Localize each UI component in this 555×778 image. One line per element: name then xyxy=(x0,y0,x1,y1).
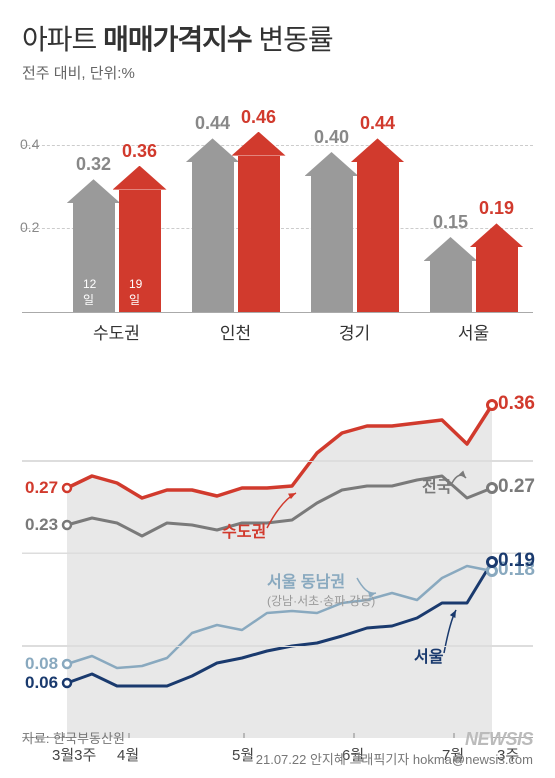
bar-value: 0.46 xyxy=(241,107,276,128)
line-start-label: 0.23 xyxy=(25,515,58,535)
line-start-label: 0.08 xyxy=(25,654,58,674)
bar-group: 0.440.46 xyxy=(192,103,280,312)
line-end-label: 0.19 xyxy=(498,550,535,572)
bar-axis-label: 0.4 xyxy=(20,136,39,152)
bar-chart: 0.20.40.3212일0.3619일0.440.460.400.440.15… xyxy=(22,103,533,313)
bar-xlabel: 경기 xyxy=(310,319,400,344)
bar-legend: 19일 xyxy=(129,277,150,308)
credit-line: 21.07.22 안지혜 그래픽기자 hokma@newsis.com xyxy=(22,749,533,768)
bar-value: 0.40 xyxy=(314,127,349,148)
line-start-label: 0.27 xyxy=(25,478,58,498)
line-end-label: 0.36 xyxy=(498,393,535,415)
bar-x-labels: 수도권 인천 경기 서울 xyxy=(57,319,533,344)
bar-xlabel: 수도권 xyxy=(72,319,162,344)
bar-value: 0.44 xyxy=(360,113,395,134)
bar-red: 0.44 xyxy=(357,162,399,312)
bar-xlabel: 서울 xyxy=(429,319,519,344)
newsis-logo: NEWSIS xyxy=(465,729,533,750)
line-series-label: 서울 xyxy=(414,643,443,667)
line-series-label: 전국 xyxy=(422,473,451,497)
bar-legend: 12일 xyxy=(83,277,104,308)
bar-red: 0.46 xyxy=(238,156,280,312)
line-chart: 0.270.36수도권0.230.27전국0.080.18서울 동남권(강남·서… xyxy=(22,368,533,738)
bar-value: 0.36 xyxy=(122,141,157,162)
bar-value: 0.32 xyxy=(76,154,111,175)
bar-gray: 0.44 xyxy=(192,162,234,312)
bar-gray: 0.40 xyxy=(311,176,353,312)
line-series-label: 수도권 xyxy=(222,518,266,542)
bar-value: 0.15 xyxy=(433,212,468,233)
line-axis-line xyxy=(22,461,533,462)
line-start-label: 0.06 xyxy=(25,673,58,693)
bar-red: 0.3619일 xyxy=(119,190,161,312)
line-axis-line xyxy=(22,646,533,647)
bar-group: 0.3212일0.3619일 xyxy=(73,103,161,312)
line-series-label: 서울 동남권(강남·서초·송파·강동) xyxy=(267,568,375,609)
bar-axis-label: 0.2 xyxy=(20,219,39,235)
chart-footer: NEWSIS 자료: 한국부동산원 21.07.22 안지혜 그래픽기자 hok… xyxy=(22,728,533,768)
bar-gray: 0.3212일 xyxy=(73,203,115,312)
bar-group: 0.400.44 xyxy=(311,103,399,312)
chart-subtitle: 전주 대비, 단위:% xyxy=(22,62,533,83)
line-end-label: 0.27 xyxy=(498,476,535,498)
line-axis-line xyxy=(22,553,533,554)
bar-gray: 0.15 xyxy=(430,261,472,312)
chart-title: 아파트 매매가격지수 변동률 xyxy=(22,18,533,58)
data-source: 자료: 한국부동산원 xyxy=(22,728,533,747)
bar-xlabel: 인천 xyxy=(191,319,281,344)
bar-value: 0.44 xyxy=(195,113,230,134)
bar-value: 0.19 xyxy=(479,198,514,219)
bar-red: 0.19 xyxy=(476,247,518,312)
line-series-sublabel: (강남·서초·송파·강동) xyxy=(267,592,375,609)
bar-group: 0.150.19 xyxy=(430,103,518,312)
